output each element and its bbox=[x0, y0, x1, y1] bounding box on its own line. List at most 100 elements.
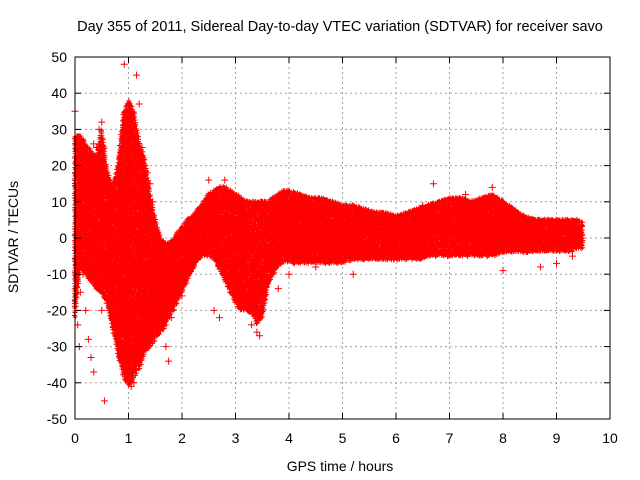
data-band bbox=[542, 216, 559, 254]
data-band bbox=[521, 213, 538, 256]
y-tick-label: 20 bbox=[51, 158, 67, 174]
data-band bbox=[328, 199, 345, 266]
x-tick-label: 7 bbox=[446, 430, 454, 446]
data-band bbox=[87, 148, 99, 290]
data-point bbox=[242, 299, 250, 307]
data-point bbox=[76, 136, 84, 144]
data-point bbox=[210, 306, 218, 314]
data-point bbox=[178, 292, 186, 300]
x-tick-label: 8 bbox=[499, 430, 507, 446]
data-point bbox=[138, 144, 146, 151]
x-tick-label: 3 bbox=[232, 430, 240, 446]
data-band bbox=[360, 206, 377, 263]
y-tick-label: 0 bbox=[59, 230, 67, 246]
data-point bbox=[253, 328, 261, 336]
data-points bbox=[71, 60, 586, 405]
data-point bbox=[111, 216, 119, 224]
data-point bbox=[90, 368, 98, 376]
y-tick-label: -10 bbox=[47, 266, 67, 282]
data-point bbox=[120, 60, 128, 68]
chart-title: Day 355 of 2011, Sidereal Day-to-day VTE… bbox=[77, 19, 603, 35]
data-point bbox=[84, 158, 92, 166]
data-point bbox=[536, 263, 544, 271]
data-point bbox=[130, 379, 138, 387]
x-tick-label: 2 bbox=[178, 430, 186, 446]
data-point bbox=[143, 169, 151, 177]
data-point bbox=[100, 397, 108, 405]
y-axis-label: SDTVAR / TECUs bbox=[5, 181, 21, 293]
data-point bbox=[84, 335, 92, 343]
data-point bbox=[167, 314, 175, 322]
data-point bbox=[98, 118, 106, 126]
data-point bbox=[98, 306, 106, 314]
data-point bbox=[237, 277, 245, 285]
data-point bbox=[92, 144, 100, 151]
data-point bbox=[488, 183, 496, 191]
data-point bbox=[285, 270, 293, 278]
data-band bbox=[499, 199, 516, 255]
data-point bbox=[215, 314, 223, 322]
data-point bbox=[151, 234, 159, 242]
x-axis-ticks: 0 1 2 3 4 5 6 7 8 9 10 bbox=[71, 57, 618, 446]
data-point bbox=[349, 270, 357, 278]
data-point bbox=[499, 267, 507, 275]
x-tick-label: 9 bbox=[553, 430, 561, 446]
data-point bbox=[82, 154, 90, 162]
data-band bbox=[414, 203, 431, 262]
x-tick-label: 6 bbox=[392, 430, 400, 446]
data-point bbox=[205, 176, 213, 184]
data-point bbox=[183, 223, 191, 231]
y-tick-label: 50 bbox=[51, 49, 67, 65]
data-point bbox=[76, 288, 84, 296]
data-point bbox=[87, 245, 95, 253]
data-point bbox=[116, 154, 124, 162]
data-point bbox=[159, 325, 167, 332]
data-point bbox=[141, 162, 149, 170]
x-tick-label: 10 bbox=[602, 430, 618, 446]
data-point bbox=[87, 353, 95, 361]
data-band bbox=[456, 195, 474, 259]
data-point bbox=[248, 321, 256, 329]
y-tick-label: 40 bbox=[51, 85, 67, 101]
data-point bbox=[92, 252, 100, 260]
data-point bbox=[429, 180, 437, 188]
data-point bbox=[162, 343, 170, 351]
y-tick-label: -30 bbox=[47, 339, 67, 355]
data-band bbox=[307, 194, 324, 265]
data-point bbox=[114, 198, 122, 206]
data-point bbox=[553, 259, 560, 267]
data-band bbox=[403, 206, 420, 262]
data-point bbox=[221, 176, 229, 184]
y-tick-label: 10 bbox=[51, 194, 67, 210]
x-axis-label: GPS time / hours bbox=[287, 458, 394, 474]
data-point bbox=[569, 252, 577, 260]
data-point bbox=[79, 151, 87, 159]
data-band bbox=[392, 210, 409, 263]
data-point bbox=[170, 270, 178, 278]
data-band bbox=[103, 169, 115, 326]
data-point bbox=[189, 259, 197, 267]
data-point bbox=[95, 277, 103, 285]
data-point bbox=[133, 71, 141, 79]
data-point bbox=[108, 314, 116, 322]
x-tick-label: 4 bbox=[285, 430, 293, 446]
data-point bbox=[157, 299, 165, 307]
data-point bbox=[87, 162, 95, 170]
data-point bbox=[135, 100, 143, 108]
data-band bbox=[339, 202, 356, 265]
data-point bbox=[90, 140, 98, 148]
data-point bbox=[95, 125, 103, 133]
x-tick-label: 0 bbox=[71, 430, 79, 446]
y-tick-label: -40 bbox=[47, 375, 67, 391]
y-tick-label: 30 bbox=[51, 121, 67, 137]
data-point bbox=[119, 129, 127, 137]
data-point bbox=[149, 198, 157, 206]
data-point bbox=[82, 306, 90, 314]
data-point bbox=[146, 180, 154, 188]
data-point bbox=[312, 263, 320, 271]
y-axis-ticks: -50 -40 -30 -20 -10 0 10 20 30 40 50 bbox=[47, 49, 610, 427]
data-band bbox=[296, 191, 313, 266]
data-band bbox=[478, 192, 495, 260]
x-tick-label: 1 bbox=[125, 430, 133, 446]
